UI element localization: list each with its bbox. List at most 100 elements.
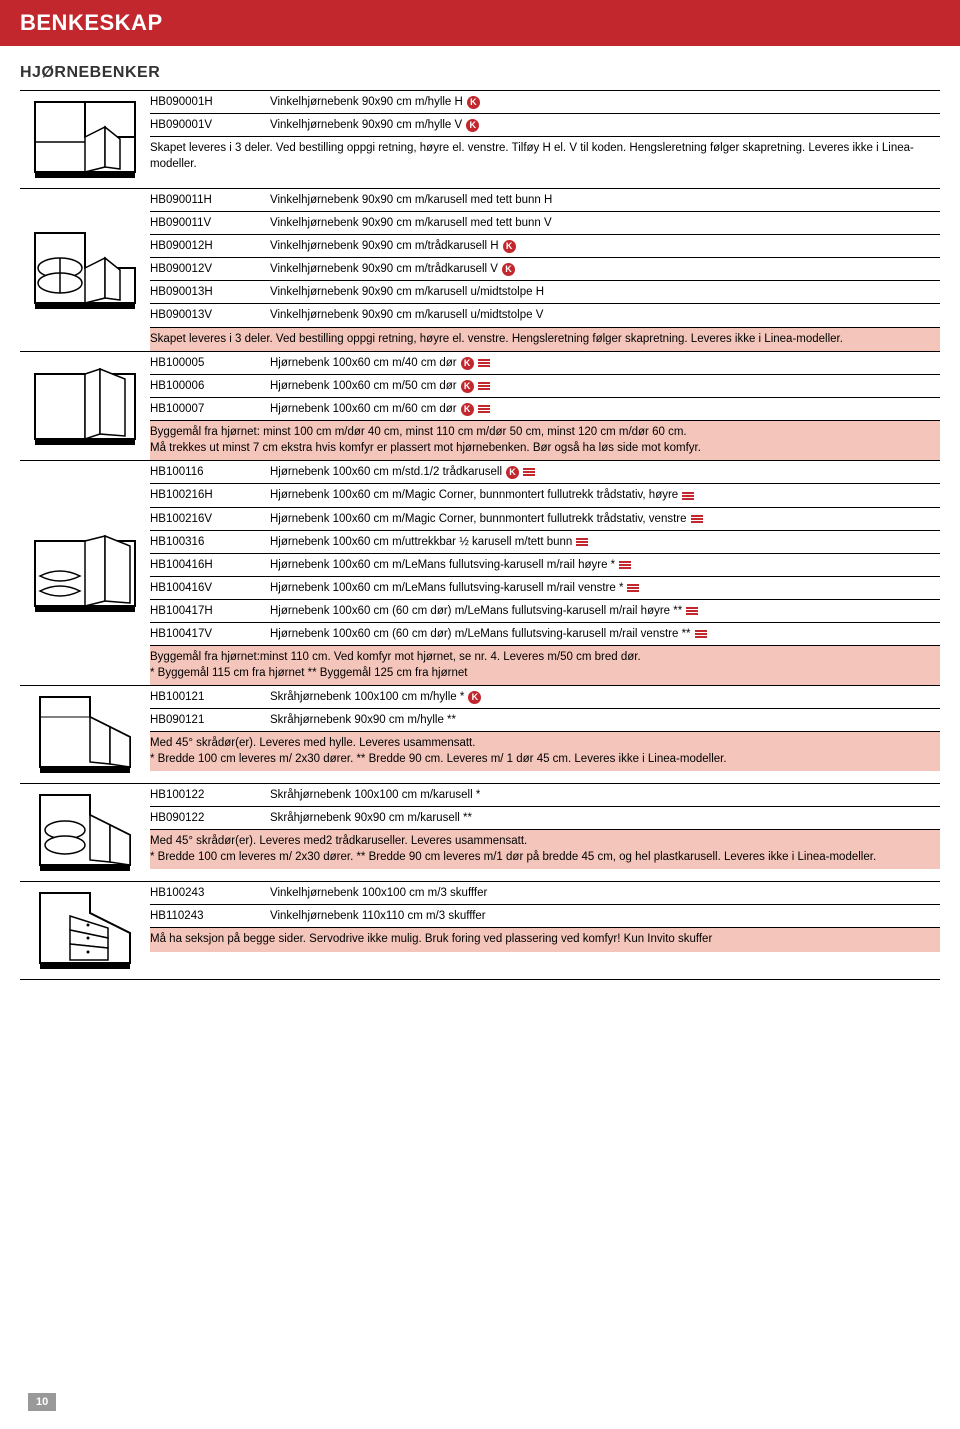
product-row: HB090011HVinkelhjørnebenk 90x90 cm m/kar… xyxy=(150,189,940,211)
product-description-text: Hjørnebenk 100x60 cm m/Magic Corner, bun… xyxy=(270,511,687,527)
product-illustration xyxy=(20,91,150,188)
product-code: HB100243 xyxy=(150,885,270,901)
product-row: HB100007Hjørnebenk 100x60 cm m/60 cm dør… xyxy=(150,397,940,420)
product-code: HB100216V xyxy=(150,511,270,527)
product-code: HB090012H xyxy=(150,238,270,254)
k-badge-icon: K xyxy=(506,466,519,479)
product-code: HB090001H xyxy=(150,94,270,110)
product-description: Vinkelhjørnebenk 90x90 cm m/hylle VK xyxy=(270,117,940,133)
bars-icon xyxy=(478,359,490,367)
product-row: HB100121Skråhjørnebenk 100x100 cm m/hyll… xyxy=(150,686,940,708)
product-row: HB100006Hjørnebenk 100x60 cm m/50 cm dør… xyxy=(150,374,940,397)
product-row: HB100316Hjørnebenk 100x60 cm m/uttrekkba… xyxy=(150,530,940,553)
k-badge-icon: K xyxy=(461,403,474,416)
product-description-text: Vinkelhjørnebenk 90x90 cm m/trådkarusell… xyxy=(270,261,498,277)
product-code: HB100007 xyxy=(150,401,270,417)
product-code: HB100121 xyxy=(150,689,270,705)
product-code: HB090012V xyxy=(150,261,270,277)
product-description: Vinkelhjørnebenk 90x90 cm m/karusell med… xyxy=(270,215,940,231)
product-code: HB100216H xyxy=(150,487,270,503)
product-description-text: Skråhjørnebenk 90x90 cm m/hylle ** xyxy=(270,712,456,728)
product-code: HB090122 xyxy=(150,810,270,826)
bars-icon xyxy=(478,405,490,413)
product-description-text: Vinkelhjørnebenk 90x90 cm m/karusell med… xyxy=(270,192,552,208)
product-description-text: Hjørnebenk 100x60 cm m/uttrekkbar ½ karu… xyxy=(270,534,572,550)
product-row: HB090013HVinkelhjørnebenk 90x90 cm m/kar… xyxy=(150,280,940,303)
product-code: HB100006 xyxy=(150,378,270,394)
product-section: HB100121Skråhjørnebenk 100x100 cm m/hyll… xyxy=(20,685,940,783)
product-note: Byggemål fra hjørnet: minst 100 cm m/dør… xyxy=(150,420,940,460)
product-illustration xyxy=(20,784,150,881)
product-note: Byggemål fra hjørnet:minst 110 cm. Ved k… xyxy=(150,645,940,685)
bars-icon xyxy=(627,584,639,592)
product-description: Hjørnebenk 100x60 cm m/Magic Corner, bun… xyxy=(270,487,940,503)
product-note: Må ha seksjon på begge sider. Servodrive… xyxy=(150,927,940,952)
product-row: HB100005Hjørnebenk 100x60 cm m/40 cm dør… xyxy=(150,352,940,374)
product-row: HB100216HHjørnebenk 100x60 cm m/Magic Co… xyxy=(150,483,940,506)
product-description: Hjørnebenk 100x60 cm m/LeMans fullutsvin… xyxy=(270,557,940,573)
product-description: Skråhjørnebenk 100x100 cm m/hylle * K xyxy=(270,689,940,705)
product-rows: HB090001HVinkelhjørnebenk 90x90 cm m/hyl… xyxy=(150,91,940,188)
product-code: HB100122 xyxy=(150,787,270,803)
product-description-text: Vinkelhjørnebenk 90x90 cm m/trådkarusell… xyxy=(270,238,499,254)
product-description: Vinkelhjørnebenk 90x90 cm m/karusell u/m… xyxy=(270,284,940,300)
product-description: Vinkelhjørnebenk 90x90 cm m/karusell med… xyxy=(270,192,940,208)
product-description: Vinkelhjørnebenk 90x90 cm m/hylle HK xyxy=(270,94,940,110)
product-row: HB090121Skråhjørnebenk 90x90 cm m/hylle … xyxy=(150,708,940,731)
product-description: Hjørnebenk 100x60 cm m/Magic Corner, bun… xyxy=(270,511,940,527)
product-row: HB100416HHjørnebenk 100x60 cm m/LeMans f… xyxy=(150,553,940,576)
product-row: HB100417HHjørnebenk 100x60 cm (60 cm dør… xyxy=(150,599,940,622)
product-illustration xyxy=(20,686,150,783)
bars-icon xyxy=(686,607,698,615)
product-illustration xyxy=(20,189,150,351)
product-description-text: Vinkelhjørnebenk 110x110 cm m/3 skufffer xyxy=(270,908,486,924)
product-description-text: Vinkelhjørnebenk 100x100 cm m/3 skufffer xyxy=(270,885,487,901)
product-description: Hjørnebenk 100x60 cm m/50 cm dørK xyxy=(270,378,940,394)
product-description: Hjørnebenk 100x60 cm (60 cm dør) m/LeMan… xyxy=(270,603,940,619)
product-description-text: Hjørnebenk 100x60 cm m/LeMans fullutsvin… xyxy=(270,580,623,596)
product-row: HB090013VVinkelhjørnebenk 90x90 cm m/kar… xyxy=(150,303,940,326)
product-description-text: Vinkelhjørnebenk 90x90 cm m/karusell u/m… xyxy=(270,284,544,300)
product-illustration xyxy=(20,461,150,685)
product-row: HB090122Skråhjørnebenk 90x90 cm m/karuse… xyxy=(150,806,940,829)
product-description: Vinkelhjørnebenk 90x90 cm m/karusell u/m… xyxy=(270,307,940,323)
product-description-text: Skråhjørnebenk 100x100 cm m/karusell * xyxy=(270,787,480,803)
bars-icon xyxy=(576,538,588,546)
bars-icon xyxy=(619,561,631,569)
product-description-text: Vinkelhjørnebenk 90x90 cm m/karusell med… xyxy=(270,215,552,231)
product-description-text: Hjørnebenk 100x60 cm m/40 cm dør xyxy=(270,355,457,371)
product-rows: HB090011HVinkelhjørnebenk 90x90 cm m/kar… xyxy=(150,189,940,351)
product-code: HB100116 xyxy=(150,464,270,480)
product-description-text: Vinkelhjørnebenk 90x90 cm m/hylle H xyxy=(270,94,463,110)
bars-icon xyxy=(523,468,535,476)
product-row: HB100243Vinkelhjørnebenk 100x100 cm m/3 … xyxy=(150,882,940,904)
product-row: HB100216VHjørnebenk 100x60 cm m/Magic Co… xyxy=(150,507,940,530)
product-description-text: Hjørnebenk 100x60 cm (60 cm dør) m/LeMan… xyxy=(270,603,682,619)
product-row: HB100116Hjørnebenk 100x60 cm m/std.1/2 t… xyxy=(150,461,940,483)
product-code: HB090011V xyxy=(150,215,270,231)
product-code: HB090011H xyxy=(150,192,270,208)
product-note: Med 45° skrådør(er). Leveres med hylle. … xyxy=(150,731,940,771)
product-description-text: Skråhjørnebenk 100x100 cm m/hylle * xyxy=(270,689,464,705)
product-description: Skråhjørnebenk 90x90 cm m/karusell ** xyxy=(270,810,940,826)
product-code: HB100005 xyxy=(150,355,270,371)
product-description-text: Hjørnebenk 100x60 cm m/60 cm dør xyxy=(270,401,457,417)
product-illustration xyxy=(20,882,150,979)
product-rows: HB100122Skråhjørnebenk 100x100 cm m/karu… xyxy=(150,784,940,881)
product-code: HB090121 xyxy=(150,712,270,728)
product-code: HB100316 xyxy=(150,534,270,550)
product-description: Hjørnebenk 100x60 cm m/40 cm dør K xyxy=(270,355,940,371)
page-number: 10 xyxy=(28,1393,56,1411)
product-row: HB090012HVinkelhjørnebenk 90x90 cm m/trå… xyxy=(150,234,940,257)
k-badge-icon: K xyxy=(503,240,516,253)
product-description: Vinkelhjørnebenk 90x90 cm m/trådkarusell… xyxy=(270,238,940,254)
product-note: Skapet leveres i 3 deler. Ved bestilling… xyxy=(150,327,940,352)
k-badge-icon: K xyxy=(468,691,481,704)
k-badge-icon: K xyxy=(466,119,479,132)
product-note: Skapet leveres i 3 deler. Ved bestilling… xyxy=(150,136,940,176)
k-badge-icon: K xyxy=(461,357,474,370)
product-description: Vinkelhjørnebenk 110x110 cm m/3 skufffer xyxy=(270,908,940,924)
bars-icon xyxy=(691,515,703,523)
product-description-text: Hjørnebenk 100x60 cm m/50 cm dør xyxy=(270,378,457,394)
product-row: HB110243Vinkelhjørnebenk 110x110 cm m/3 … xyxy=(150,904,940,927)
